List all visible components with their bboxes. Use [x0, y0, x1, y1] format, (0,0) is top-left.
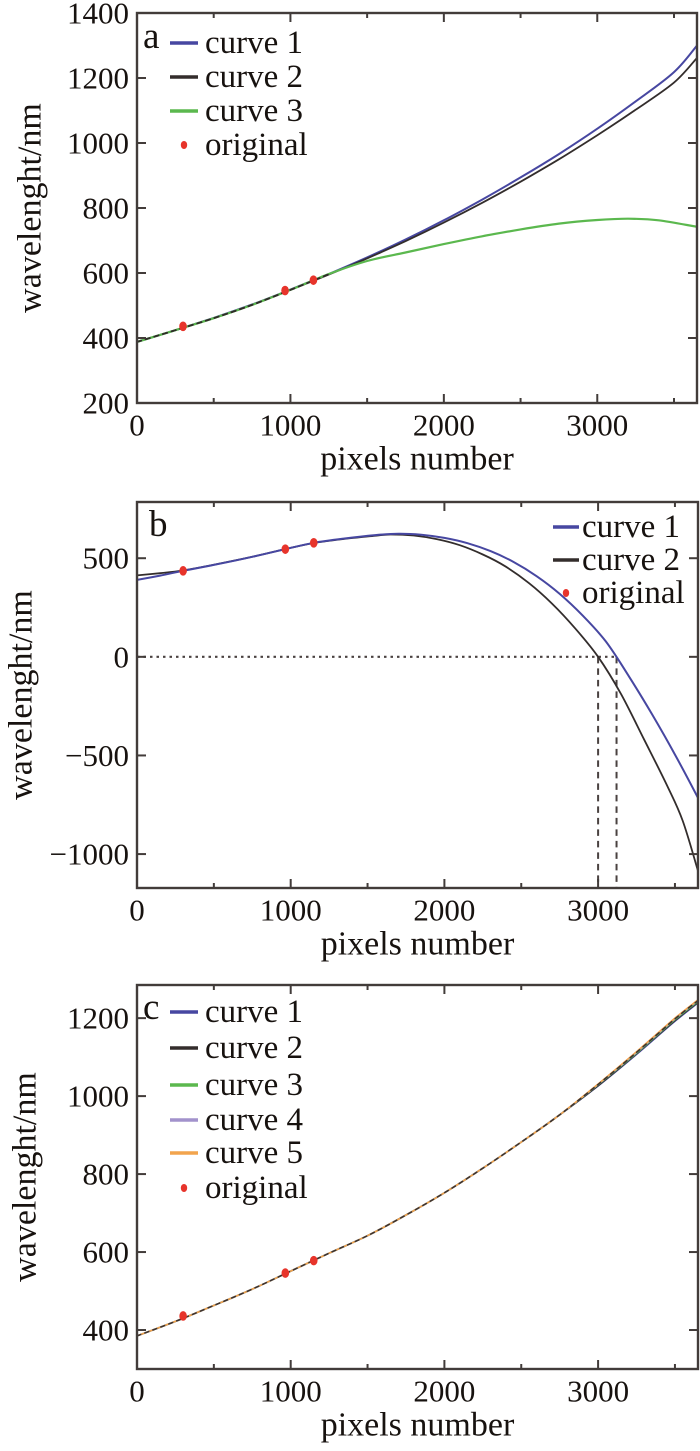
legend-entry-curve-5: curve 5 — [170, 1135, 303, 1171]
original-point — [309, 1255, 318, 1266]
panel-label-c: c — [143, 987, 159, 1028]
curves-group — [137, 532, 698, 872]
legend-label: curve 1 — [205, 994, 303, 1030]
legend-label: curve 1 — [582, 509, 680, 545]
curves-group — [137, 999, 698, 1337]
curves-group — [137, 44, 697, 343]
original-point — [179, 321, 187, 332]
legend-entry-curve-3: curve 3 — [170, 93, 303, 129]
series-curve-1 — [137, 532, 698, 799]
y-tick-label: 800 — [83, 1157, 130, 1192]
x-tick-label: 0 — [129, 893, 145, 928]
plot-c: 0 1000 2000 3000 400 600 800 1000 1200 pixels num… — [7, 983, 700, 1444]
legend-entry-curve-1: curve 1 — [170, 994, 303, 1030]
x-tick-label: 3000 — [567, 1374, 629, 1409]
x-tick-label: 2000 — [413, 1374, 475, 1409]
y-tick-label: 1200 — [67, 1001, 129, 1036]
legend-label: curve 1 — [205, 25, 303, 61]
original-point — [309, 275, 318, 285]
legend-entry-original: original — [180, 1170, 308, 1206]
y-tick-label: 600 — [83, 1235, 130, 1270]
y-tick-label: 400 — [83, 321, 130, 356]
legend-entry-curve-1: curve 1 — [553, 509, 680, 545]
legend-dot-swatch — [180, 141, 188, 149]
legend-dot-swatch — [180, 1184, 188, 1192]
series-curve-3 — [137, 217, 697, 343]
legend-entry-curve-1: curve 1 — [170, 25, 303, 61]
y-tick-label: −1000 — [50, 837, 129, 872]
x-tick-label: 0 — [129, 1374, 145, 1409]
legend-label: curve 4 — [205, 1102, 303, 1138]
x-tick-label: 3000 — [567, 893, 629, 928]
y-tick-label: 800 — [83, 191, 130, 226]
legend-entry-curve-4: curve 4 — [170, 1102, 303, 1138]
plot-frame — [135, 983, 700, 1371]
plot-a: 0 1000 2000 3000 200 400 600 800 1000 1200 1400 pix… — [12, 0, 699, 478]
y-tick-label: 600 — [83, 256, 130, 291]
x-axis-title: pixels number — [321, 926, 515, 963]
x-axis-title: pixels number — [321, 1407, 515, 1444]
y-tick-label: 1000 — [67, 126, 129, 161]
original-points — [179, 538, 318, 576]
legend-label: curve 3 — [205, 93, 303, 129]
plot-frame — [135, 500, 700, 890]
original-points — [179, 275, 318, 332]
series-overlap-dash — [137, 999, 698, 1337]
x-tick-label: 1000 — [260, 1374, 322, 1409]
panel-label-a: a — [143, 16, 159, 57]
x-tick-label: 0 — [129, 408, 145, 443]
original-point — [281, 285, 289, 296]
legend-entry-original: original — [180, 127, 308, 163]
legend-entry-curve-3: curve 3 — [170, 1067, 303, 1103]
y-tick-label: −500 — [65, 738, 129, 773]
legend-label: curve 2 — [582, 542, 680, 578]
x-tick-label: 1000 — [260, 893, 322, 928]
x-tick-label: 1000 — [259, 408, 321, 443]
y-tick-label: 500 — [83, 541, 130, 576]
y-axis-title: wavelenght/nm — [3, 590, 40, 800]
panel-label-b: b — [149, 504, 168, 545]
legend-entry-curve-2: curve 2 — [170, 1030, 303, 1066]
original-point — [179, 1311, 187, 1321]
legend-entry-curve-2: curve 2 — [553, 542, 680, 578]
legend-dot-swatch — [562, 589, 570, 597]
legend-label: original — [205, 127, 308, 163]
y-tick-label: 1000 — [67, 1079, 129, 1114]
legend-label: curve 2 — [205, 59, 303, 95]
legend-entry-curve-2: curve 2 — [170, 59, 303, 95]
y-tick-label: 0 — [114, 639, 130, 674]
y-axis-title: wavelenght/nm — [7, 1072, 44, 1282]
legend-label: curve 5 — [205, 1135, 303, 1171]
original-point — [281, 544, 290, 554]
legend-label: curve 2 — [205, 1030, 303, 1066]
x-axis-title: pixels number — [320, 441, 514, 478]
original-point — [179, 566, 187, 576]
original-points — [179, 1255, 318, 1321]
y-tick-label: 200 — [83, 386, 130, 421]
legend-label: curve 3 — [205, 1067, 303, 1103]
y-axis-title: wavelenght/nm — [12, 103, 49, 313]
original-point — [309, 538, 318, 548]
x-tick-label: 2000 — [413, 408, 475, 443]
original-point — [281, 1268, 290, 1278]
legend-label: original — [205, 1170, 308, 1206]
legend-entry-original: original — [562, 575, 685, 611]
legend-label: original — [582, 575, 685, 611]
x-tick-label: 3000 — [566, 408, 628, 443]
y-tick-label: 400 — [83, 1313, 130, 1348]
y-tick-label: 1200 — [67, 61, 129, 96]
x-tick-label: 2000 — [413, 893, 475, 928]
series-overlap-dash — [137, 272, 332, 343]
plot-b: 0 1000 2000 3000 −1000 −500 0 500 pixels number w… — [3, 500, 700, 963]
y-tick-label: 1400 — [67, 0, 129, 31]
